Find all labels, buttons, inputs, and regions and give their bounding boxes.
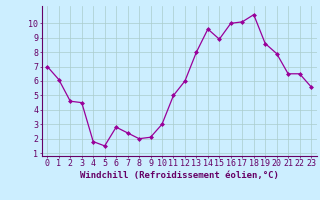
X-axis label: Windchill (Refroidissement éolien,°C): Windchill (Refroidissement éolien,°C) — [80, 171, 279, 180]
